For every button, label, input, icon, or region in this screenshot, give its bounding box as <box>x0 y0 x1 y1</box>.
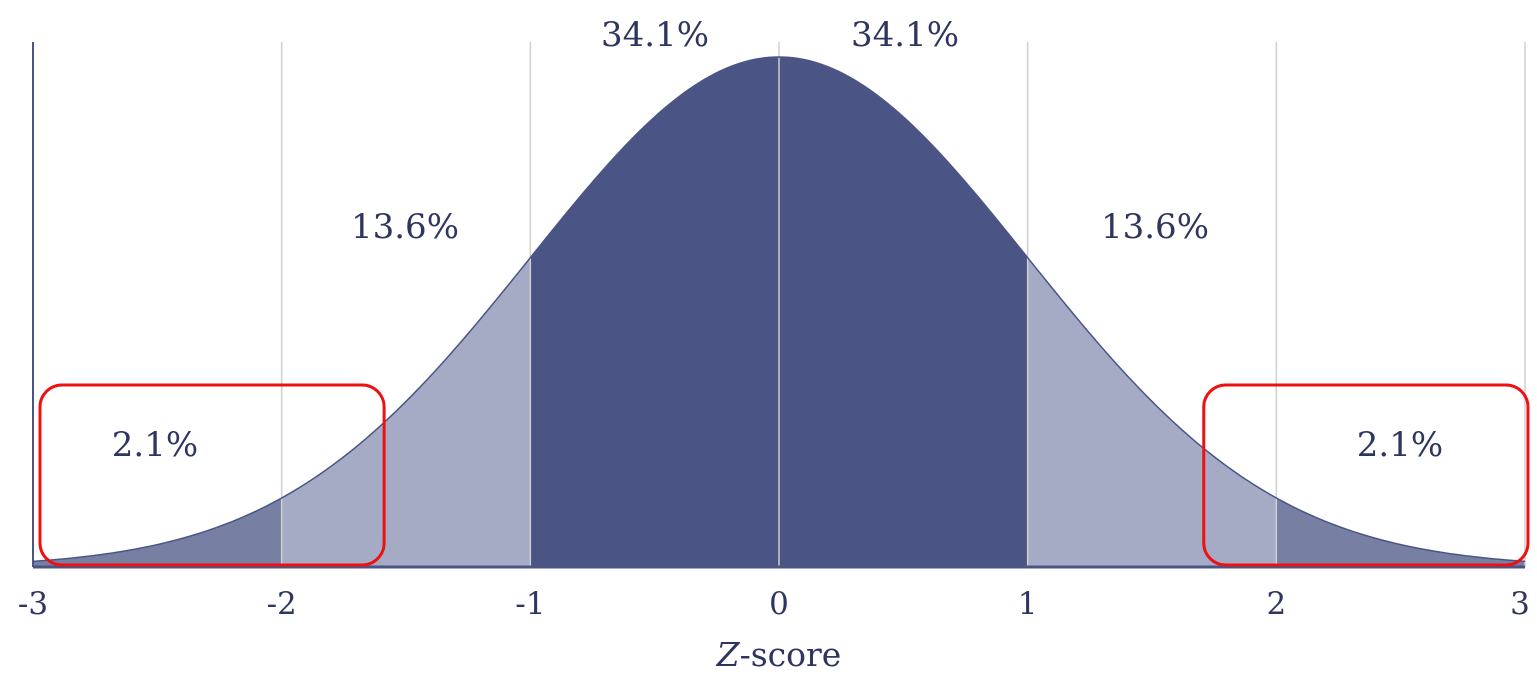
x-axis-label-suffix: -score <box>740 635 842 674</box>
region-6 <box>1276 497 1526 568</box>
region-3 <box>530 56 780 568</box>
bell-curve-outline <box>32 56 1526 563</box>
region-label-6: 2.1% <box>1357 425 1443 465</box>
tick-label-1: 1 <box>1018 586 1038 622</box>
region-label-4: 34.1% <box>851 15 959 55</box>
x-axis-label: Z-score <box>716 635 842 674</box>
region-label-2: 13.6% <box>351 207 459 247</box>
vertical-gridlines <box>280 42 1526 567</box>
tick-label-neg3: -3 <box>18 586 48 622</box>
region-percent-labels: 2.1% 13.6% 34.1% 34.1% 13.6% 2.1% <box>112 15 1443 465</box>
shaded-regions <box>32 56 1526 568</box>
x-axis-label-variable: Z <box>716 635 741 674</box>
region-label-5: 13.6% <box>1101 207 1209 247</box>
tick-label-2: 2 <box>1266 586 1286 622</box>
tick-label-3: 3 <box>1510 586 1530 622</box>
region-1 <box>32 497 282 568</box>
highlight-boxes <box>38 383 1530 567</box>
tick-label-0: 0 <box>769 586 789 622</box>
tick-label-neg2: -2 <box>267 586 297 622</box>
tick-label-neg1: -1 <box>515 586 545 622</box>
highlight-box-2 <box>1202 383 1530 567</box>
highlight-box-1 <box>38 383 386 567</box>
region-4 <box>778 56 1028 568</box>
region-label-3: 34.1% <box>601 15 709 55</box>
region-label-1: 2.1% <box>112 425 198 465</box>
x-tick-labels: -3 -2 -1 0 1 2 3 <box>18 586 1530 622</box>
